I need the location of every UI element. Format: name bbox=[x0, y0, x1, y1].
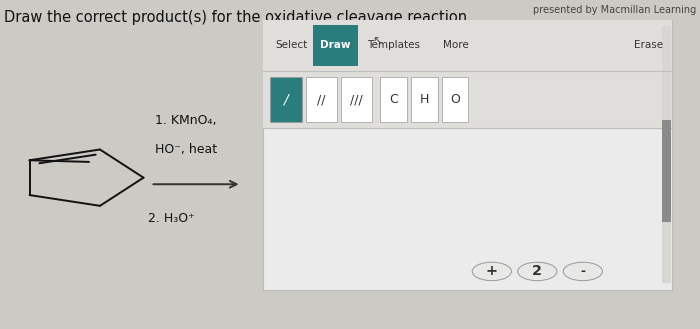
Bar bbox=[262, 20, 672, 290]
Text: //: // bbox=[317, 93, 326, 106]
Text: -: - bbox=[580, 265, 585, 278]
Text: Select: Select bbox=[275, 40, 307, 50]
Text: 2. H₃O⁺: 2. H₃O⁺ bbox=[148, 212, 195, 225]
Text: ↖: ↖ bbox=[372, 35, 382, 48]
Text: Erase: Erase bbox=[634, 40, 664, 50]
Text: O: O bbox=[450, 93, 460, 106]
Bar bbox=[380, 77, 407, 122]
Text: Draw the correct product(s) for the oxidative cleavage reaction.: Draw the correct product(s) for the oxid… bbox=[4, 10, 471, 25]
Bar bbox=[442, 77, 468, 122]
Bar bbox=[262, 20, 672, 71]
Text: ///: /// bbox=[350, 93, 363, 106]
Bar bbox=[306, 77, 337, 122]
Text: More: More bbox=[443, 40, 469, 50]
Circle shape bbox=[564, 262, 603, 281]
Text: H: H bbox=[419, 93, 429, 106]
Bar bbox=[662, 119, 671, 222]
Bar bbox=[262, 71, 672, 128]
Text: 2: 2 bbox=[532, 265, 542, 278]
Text: HO⁻, heat: HO⁻, heat bbox=[155, 143, 218, 156]
Text: C: C bbox=[389, 93, 398, 106]
Circle shape bbox=[473, 262, 512, 281]
Text: Templates: Templates bbox=[368, 40, 421, 50]
Bar bbox=[411, 77, 438, 122]
Bar bbox=[313, 25, 358, 66]
Text: Draw: Draw bbox=[321, 40, 351, 50]
Circle shape bbox=[518, 262, 557, 281]
Text: presented by Macmillan Learning: presented by Macmillan Learning bbox=[533, 5, 696, 15]
Text: /: / bbox=[284, 92, 288, 107]
Bar bbox=[341, 77, 372, 122]
Bar bbox=[270, 77, 302, 122]
Text: +: + bbox=[486, 265, 498, 278]
Text: 1. KMnO₄,: 1. KMnO₄, bbox=[155, 114, 217, 127]
Bar bbox=[662, 26, 671, 283]
